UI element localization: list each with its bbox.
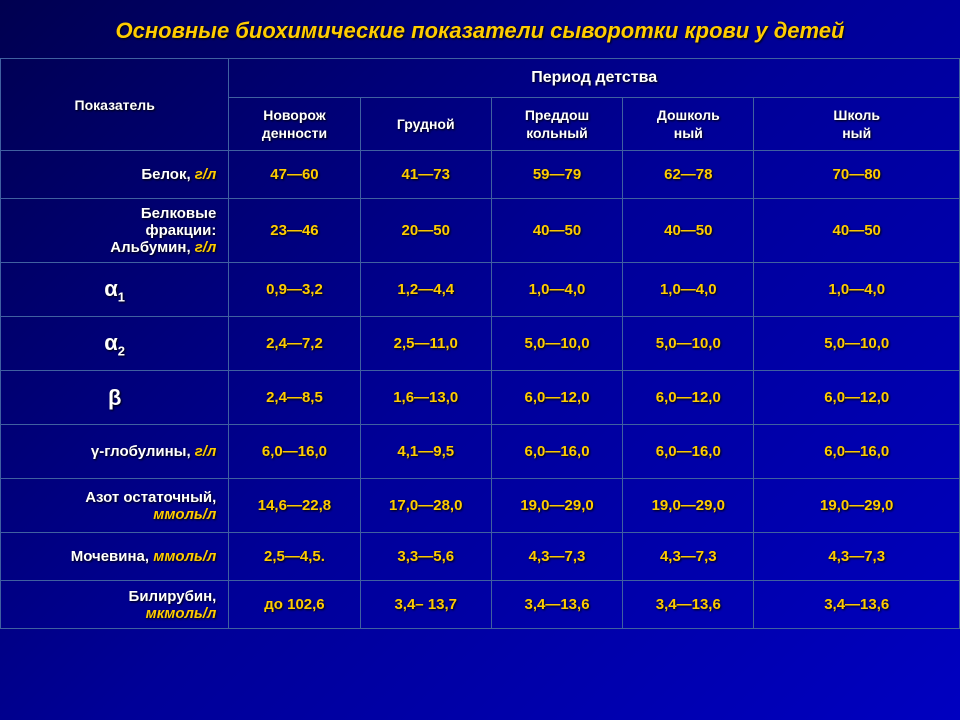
cell: 6,0—12,0: [623, 371, 754, 425]
cell: 2,5—11,0: [360, 317, 491, 371]
row-nitrogen: Азот остаточный,ммоль/л 14,6—22,8 17,0—2…: [1, 479, 960, 533]
cell: 2,5—4,5.: [229, 533, 360, 581]
cell: 41—73: [360, 151, 491, 199]
cell: 62—78: [623, 151, 754, 199]
cell: 0,9—3,2: [229, 263, 360, 317]
cell: 23—46: [229, 199, 360, 263]
cell: 5,0—10,0: [754, 317, 960, 371]
cell: 19,0—29,0: [491, 479, 622, 533]
cell: 40—50: [491, 199, 622, 263]
cell: 70—80: [754, 151, 960, 199]
cell: 6,0—16,0: [623, 425, 754, 479]
row-beta: β 2,4—8,5 1,6—13,0 6,0—12,0 6,0—12,0 6,0…: [1, 371, 960, 425]
cell: 6,0—12,0: [491, 371, 622, 425]
row-albumin: Белковыефракции:Альбумин, г/л 23—46 20—5…: [1, 199, 960, 263]
cell: 40—50: [754, 199, 960, 263]
cell: 17,0—28,0: [360, 479, 491, 533]
cell: 14,6—22,8: [229, 479, 360, 533]
cell: 47—60: [229, 151, 360, 199]
row-alpha2: α2 2,4—7,2 2,5—11,0 5,0—10,0 5,0—10,0 5,…: [1, 317, 960, 371]
cell: 4,3—7,3: [491, 533, 622, 581]
cell: 3,4—13,6: [623, 581, 754, 629]
col-indicator: Показатель: [1, 59, 229, 151]
cell: 20—50: [360, 199, 491, 263]
row-bilirubin: Билирубин,мкмоль/л до 102,6 3,4– 13,7 3,…: [1, 581, 960, 629]
label-protein: Белок, г/л: [1, 151, 229, 199]
cell: 1,0—4,0: [754, 263, 960, 317]
period-1: Новорожденности: [229, 98, 360, 151]
cell: 3,4—13,6: [754, 581, 960, 629]
cell: 2,4—7,2: [229, 317, 360, 371]
cell: 19,0—29,0: [623, 479, 754, 533]
cell: 1,6—13,0: [360, 371, 491, 425]
label-nitrogen: Азот остаточный,ммоль/л: [1, 479, 229, 533]
label-alpha2: α2: [1, 317, 229, 371]
cell: 4,1—9,5: [360, 425, 491, 479]
cell: 1,0—4,0: [491, 263, 622, 317]
row-urea: Мочевина, ммоль/л 2,5—4,5. 3,3—5,6 4,3—7…: [1, 533, 960, 581]
biochem-table: Показатель Период детства Новорожденност…: [0, 58, 960, 629]
cell: 4,3—7,3: [623, 533, 754, 581]
label-alpha1: α1: [1, 263, 229, 317]
cell: 1,2—4,4: [360, 263, 491, 317]
period-group-header: Период детства: [229, 59, 960, 98]
cell: 40—50: [623, 199, 754, 263]
cell: до 102,6: [229, 581, 360, 629]
label-bilirubin: Билирубин,мкмоль/л: [1, 581, 229, 629]
cell: 3,4—13,6: [491, 581, 622, 629]
page-title: Основные биохимические показатели сыворо…: [0, 0, 960, 58]
label-urea: Мочевина, ммоль/л: [1, 533, 229, 581]
cell: 6,0—12,0: [754, 371, 960, 425]
cell: 3,4– 13,7: [360, 581, 491, 629]
cell: 2,4—8,5: [229, 371, 360, 425]
period-3: Преддошкольный: [491, 98, 622, 151]
cell: 6,0—16,0: [491, 425, 622, 479]
cell: 6,0—16,0: [229, 425, 360, 479]
cell: 5,0—10,0: [623, 317, 754, 371]
cell: 4,3—7,3: [754, 533, 960, 581]
label-albumin: Белковыефракции:Альбумин, г/л: [1, 199, 229, 263]
cell: 59—79: [491, 151, 622, 199]
period-4: Дошкольный: [623, 98, 754, 151]
cell: 1,0—4,0: [623, 263, 754, 317]
row-protein: Белок, г/л 47—60 41—73 59—79 62—78 70—80: [1, 151, 960, 199]
cell: 19,0—29,0: [754, 479, 960, 533]
row-gamma: γ-глобулины, г/л 6,0—16,0 4,1—9,5 6,0—16…: [1, 425, 960, 479]
period-5: Школьный: [754, 98, 960, 151]
row-alpha1: α1 0,9—3,2 1,2—4,4 1,0—4,0 1,0—4,0 1,0—4…: [1, 263, 960, 317]
label-beta: β: [1, 371, 229, 425]
period-2: Грудной: [360, 98, 491, 151]
cell: 5,0—10,0: [491, 317, 622, 371]
label-gamma: γ-глобулины, г/л: [1, 425, 229, 479]
header-row-1: Показатель Период детства: [1, 59, 960, 98]
cell: 3,3—5,6: [360, 533, 491, 581]
cell: 6,0—16,0: [754, 425, 960, 479]
